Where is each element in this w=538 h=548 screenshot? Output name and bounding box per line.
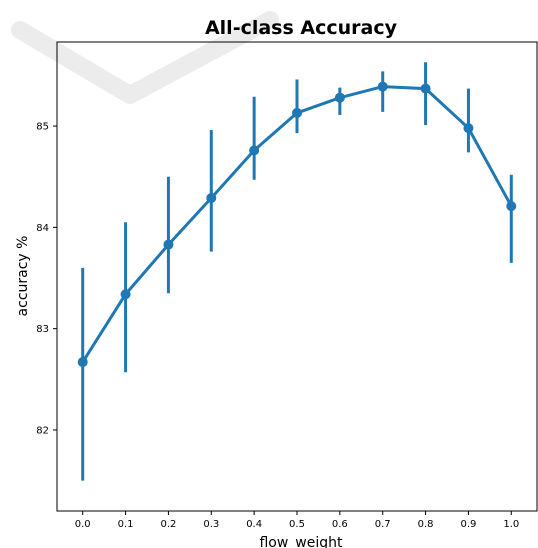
data-point xyxy=(120,289,131,300)
x-tick-label: 0.3 xyxy=(203,519,219,530)
y-tick-label: 85 xyxy=(36,122,49,133)
x-axis: 0.0 0.1 0.2 0.3 0.4 0.5 0.6 0.7 0.8 0.9 1.0 xyxy=(75,511,519,530)
y-axis: 82 83 84 85 xyxy=(36,122,57,436)
y-axis-label: accuracy % xyxy=(15,236,31,317)
x-tick-label: 0.1 xyxy=(118,519,134,530)
chart-title: All-class Accuracy xyxy=(205,17,398,39)
x-tick-label: 0.2 xyxy=(160,519,176,530)
x-tick-label: 0.6 xyxy=(332,519,348,530)
data-point xyxy=(292,107,302,118)
x-axis-label: flow_weight xyxy=(259,535,343,548)
data-point xyxy=(463,123,474,134)
x-tick-label: 0.5 xyxy=(289,519,305,530)
y-tick-label: 83 xyxy=(36,324,49,335)
x-tick-label: 0.8 xyxy=(418,519,434,530)
y-tick-label: 84 xyxy=(36,223,49,234)
x-tick-label: 1.0 xyxy=(503,519,519,530)
y-tick-label: 82 xyxy=(36,425,49,436)
data-point xyxy=(377,81,388,92)
x-tick-label: 0.9 xyxy=(460,519,476,530)
error-bars xyxy=(81,62,513,481)
data-point xyxy=(206,192,217,203)
x-tick-label: 0.7 xyxy=(375,519,391,530)
data-point xyxy=(334,92,345,103)
x-tick-label: 0.0 xyxy=(75,519,91,530)
data-point xyxy=(506,201,517,212)
data-points xyxy=(77,81,517,368)
data-point xyxy=(163,239,174,250)
data-point xyxy=(249,145,260,156)
data-point xyxy=(420,83,431,94)
x-tick-label: 0.4 xyxy=(246,519,262,530)
data-point xyxy=(77,357,88,368)
